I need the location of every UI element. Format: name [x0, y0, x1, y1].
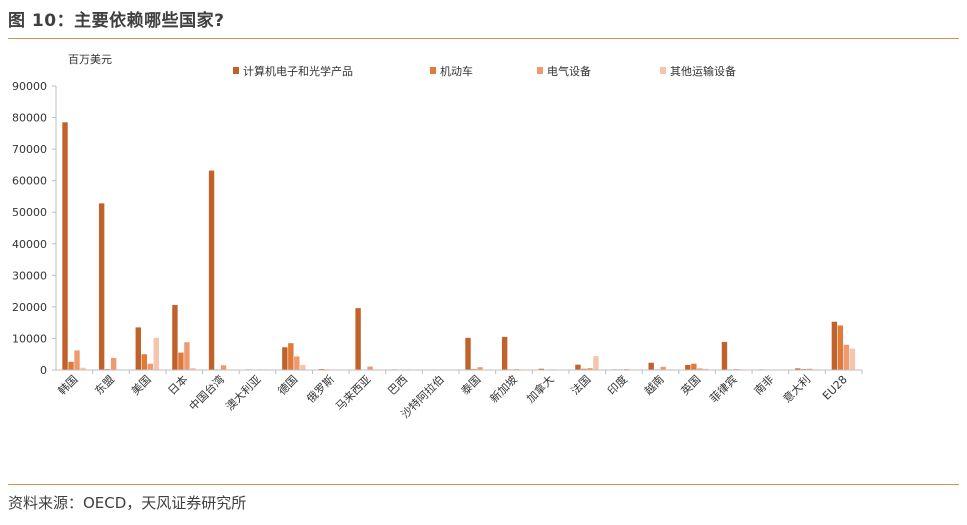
bar — [147, 363, 153, 370]
y-tick-label: 30000 — [12, 269, 47, 282]
bar — [697, 368, 703, 370]
bar — [581, 368, 587, 370]
bar — [74, 350, 80, 370]
x-tick-label: 越南 — [641, 372, 666, 397]
x-tick-label: 加拿大 — [523, 372, 556, 405]
legend-label: 机动车 — [440, 64, 473, 78]
bar — [282, 347, 288, 370]
bar — [300, 364, 306, 370]
bar — [465, 337, 471, 370]
bar — [62, 122, 68, 371]
legend-swatch — [233, 67, 239, 74]
bar — [208, 170, 215, 370]
bar — [80, 367, 86, 370]
bar — [660, 366, 666, 370]
legend-label: 电气设备 — [547, 64, 591, 78]
bar — [837, 325, 844, 370]
bar — [98, 203, 105, 370]
bar — [593, 356, 599, 370]
x-tick-label: 新加坡 — [487, 372, 520, 405]
bar — [355, 308, 361, 370]
legend: 计算机电子和光学产品 机动车 电气设备 其他运输设备 — [233, 64, 736, 78]
bar — [68, 361, 74, 370]
source-note: 资料来源：OECD，天风证券研究所 — [8, 494, 247, 512]
x-tick-label: 印度 — [605, 372, 630, 397]
bar-chart: 百万美元 计算机电子和光学产品 机动车 电气设备 其他运输设备 0 10000 20000… — [12, 53, 863, 421]
bar — [172, 304, 178, 370]
bar — [575, 364, 581, 370]
y-axis: 0 10000 20000 30000 40000 50000 60000 70000 8000… — [12, 80, 57, 377]
bar — [288, 343, 294, 370]
x-tick-label: 意大利 — [780, 372, 813, 405]
x-tick-label: 英国 — [678, 372, 703, 397]
bar — [184, 342, 190, 370]
y-tick-label: 80000 — [12, 112, 47, 125]
legend-label: 其他运输设备 — [670, 64, 736, 78]
bar — [703, 368, 709, 370]
bar — [795, 368, 801, 370]
figure-title: 图 10：主要依赖哪些国家? — [8, 11, 225, 31]
bar — [849, 348, 856, 370]
x-tick-label: 菲律宾 — [707, 372, 740, 405]
x-tick-label: 南非 — [752, 373, 777, 398]
x-tick-label: 中国台湾 — [186, 372, 227, 413]
y-tick-label: 70000 — [12, 143, 47, 156]
bar — [294, 356, 300, 370]
x-tick-label: 马来西亚 — [333, 373, 373, 413]
x-tick-label: 法国 — [568, 372, 593, 397]
x-tick-label: 巴西 — [385, 373, 410, 398]
bar — [831, 321, 838, 370]
bar — [691, 363, 697, 370]
x-tick-label: 日本 — [165, 372, 190, 397]
bar — [685, 364, 691, 370]
bar — [135, 327, 141, 370]
bar — [501, 336, 508, 370]
x-tick-label: EU28 — [820, 373, 850, 403]
y-tick-label: 60000 — [12, 175, 47, 188]
legend-swatch — [660, 67, 666, 74]
bar — [721, 341, 728, 370]
bottom-divider — [8, 484, 959, 485]
bar — [110, 358, 117, 370]
bar — [153, 337, 159, 370]
y-tick-label: 10000 — [12, 332, 47, 345]
bar — [477, 367, 483, 370]
x-tick-label: 韩国 — [55, 372, 80, 397]
bar — [807, 368, 813, 370]
x-tick-label: 美国 — [129, 373, 154, 398]
y-tick-label: 50000 — [12, 206, 47, 219]
bar — [587, 368, 593, 370]
legend-swatch — [537, 67, 543, 74]
y-tick-label: 90000 — [12, 80, 47, 93]
bar — [538, 368, 544, 370]
x-tick-label: 泰国 — [458, 372, 483, 397]
bar — [178, 352, 184, 370]
top-divider — [8, 38, 959, 39]
bar — [220, 365, 227, 370]
y-tick-label: 40000 — [12, 238, 47, 251]
bar — [190, 368, 196, 370]
bar — [141, 354, 147, 370]
bar — [843, 344, 850, 370]
y-tick-label: 20000 — [12, 301, 47, 314]
x-tick-label: 俄罗斯 — [304, 373, 337, 406]
y-tick-label: 0 — [40, 364, 47, 377]
bars — [62, 122, 856, 371]
bar — [367, 366, 373, 370]
x-tick-label: 东盟 — [92, 373, 117, 398]
x-tick-label: 澳大利亚 — [223, 372, 264, 413]
y-axis-unit-label: 百万美元 — [68, 53, 112, 66]
legend-label: 计算机电子和光学产品 — [243, 64, 353, 78]
legend-swatch — [430, 67, 436, 74]
x-tick-label: 德国 — [275, 372, 300, 397]
bar — [648, 362, 654, 370]
